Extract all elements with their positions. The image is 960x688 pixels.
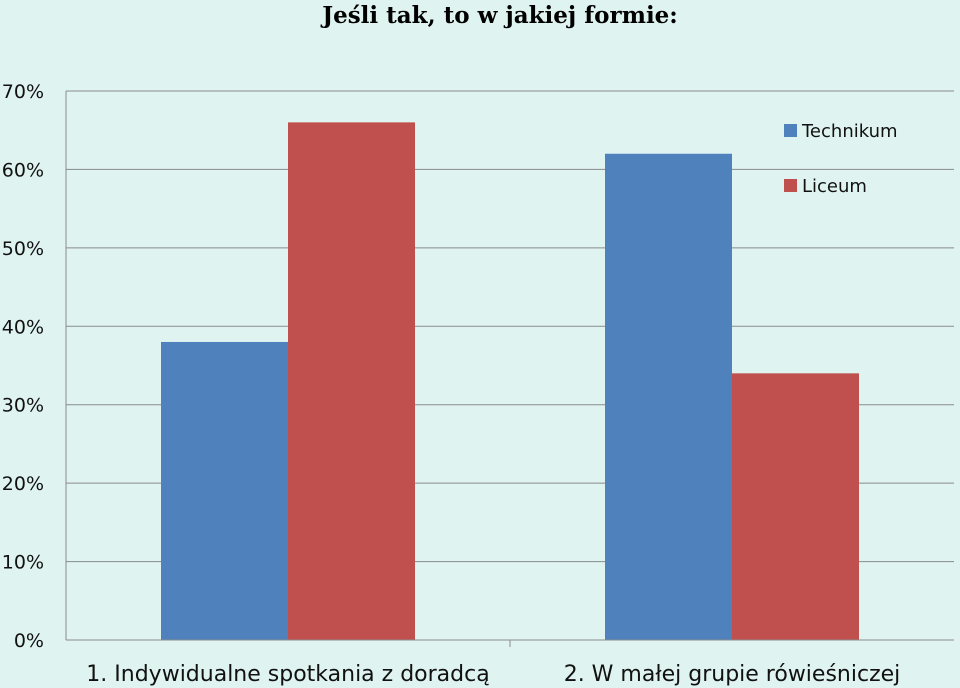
- y-tick-label: 50%: [2, 238, 44, 260]
- x-category-label: 1. Indywidualne spotkania z doradcą: [86, 662, 489, 687]
- y-tick-label: 30%: [2, 395, 44, 417]
- x-category-label: 2. W małej grupie rówieśniczej: [564, 662, 901, 687]
- y-tick-label: 40%: [2, 316, 44, 338]
- legend-label-technikum: Technikum: [801, 121, 898, 142]
- bar-liceum-1: [288, 122, 415, 640]
- y-tick-label: 70%: [2, 81, 44, 103]
- legend-swatch-liceum: [784, 179, 797, 192]
- bar-liceum-2: [732, 373, 859, 640]
- legend-label-liceum: Liceum: [802, 176, 867, 197]
- y-tick-label: 10%: [2, 552, 44, 574]
- bar-technikum-2: [605, 153, 732, 640]
- y-tick-label: 0%: [14, 630, 44, 652]
- bar-technikum-1: [161, 341, 288, 640]
- y-tick-label: 60%: [2, 159, 44, 181]
- y-tick-label: 20%: [2, 473, 44, 495]
- legend-swatch-technikum: [784, 124, 797, 137]
- chart-title: Jeśli tak, to w jakiej formie:: [322, 2, 678, 29]
